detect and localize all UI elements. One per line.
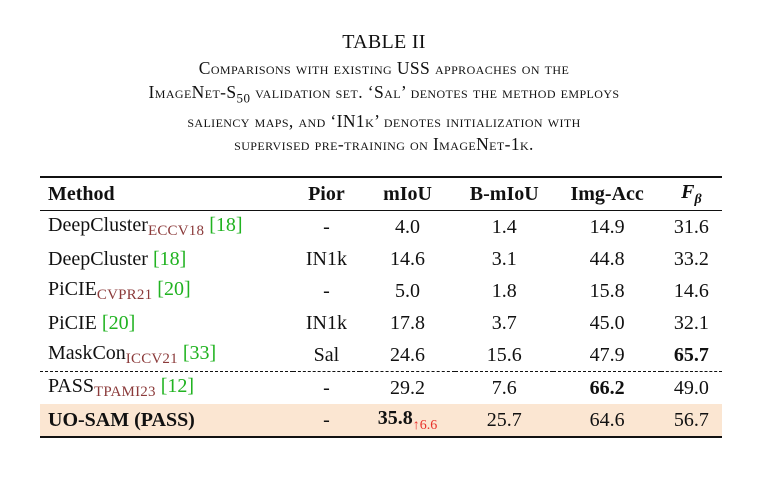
method-cell: DeepClusterECCV18 [18] <box>40 211 293 244</box>
bmiou-cell: 3.1 <box>491 247 517 270</box>
miou-value: 35.8 <box>377 406 413 429</box>
miou-cell: 29.2 <box>359 371 456 404</box>
header-f-sub: β <box>694 191 702 207</box>
table-row: UO-SAM (PASS) - 35.8↑6.6 25.7 64.6 56.7 <box>40 404 722 438</box>
pior-cell: - <box>292 371 360 404</box>
caption-line-2: ImageNet-S50 validation set. ‘Sal’ denot… <box>20 81 748 110</box>
pior-cell: IN1k <box>305 311 347 334</box>
method-cell: UO-SAM (PASS) <box>40 404 293 438</box>
bmiou-cell: 1.4 <box>491 215 517 238</box>
bmiou-cell: 3.7 <box>491 311 517 334</box>
img-acc-cell: 64.6 <box>553 404 661 438</box>
header-pior: Pior <box>292 176 360 211</box>
f-beta-cell: 14.6 <box>673 279 709 302</box>
pior-cell: Sal <box>313 343 340 366</box>
caption-line-2-suffix: validation set. ‘Sal’ denotes the method… <box>250 81 620 102</box>
pior-cell: IN1k <box>305 247 347 270</box>
method-name: PiCIE <box>48 311 97 334</box>
img-acc-cell: 15.8 <box>589 279 625 302</box>
table-row: DeepCluster [18] IN1k 14.6 3.1 44.8 33.2 <box>40 243 722 275</box>
method-name: DeepCluster <box>48 214 148 236</box>
caption-line-4: supervised pre-training on ImageNet-1k. <box>234 134 534 154</box>
method-ref: [18] <box>209 214 243 236</box>
method-name: MaskCon <box>48 342 126 364</box>
method-cell: MaskConICCV21 [33] <box>40 339 293 372</box>
header-img-acc: Img-Acc <box>553 176 661 211</box>
pior-cell: - <box>323 215 330 238</box>
method-ref: [20] <box>157 278 191 300</box>
header-method: Method <box>40 176 293 211</box>
miou-cell: 24.6 <box>390 343 425 366</box>
miou-cell: 14.6 <box>390 247 425 270</box>
method-venue: ECCV18 <box>147 223 205 239</box>
method-cell: DeepCluster [18] <box>40 243 293 275</box>
miou-cell: 5.0 <box>395 279 420 302</box>
method-ref: [20] <box>101 311 136 334</box>
table-row: PiCIE [20] IN1k 17.8 3.7 45.0 32.1 <box>40 307 722 339</box>
method-venue: CVPR21 <box>96 287 153 303</box>
img-acc-cell: 47.9 <box>589 343 625 366</box>
f-beta-cell: 49.0 <box>660 371 722 404</box>
f-beta-cell: 33.2 <box>673 247 709 270</box>
caption-line-3: saliency maps, and ‘IN1k’ denotes initia… <box>187 110 581 131</box>
bmiou-cell: 1.8 <box>491 279 517 302</box>
f-beta-cell: 56.7 <box>660 404 722 438</box>
img-acc-cell: 66.2 <box>553 371 661 404</box>
header-f-main: F <box>681 180 695 203</box>
img-acc-cell: 44.8 <box>589 247 625 270</box>
table-label: TABLE II <box>342 31 426 53</box>
method-name: PASS <box>48 375 94 397</box>
miou-cell: 35.8↑6.6 <box>359 404 456 438</box>
method-cell: PASSTPAMI23 [12] <box>40 371 293 404</box>
pior-cell: - <box>292 404 360 438</box>
header-f-beta: Fβ <box>660 176 722 211</box>
method-name: UO-SAM (PASS) <box>48 408 195 431</box>
table-row: MaskConICCV21 [33] Sal 24.6 15.6 47.9 65… <box>40 339 722 372</box>
img-acc-cell: 45.0 <box>589 311 625 334</box>
f-beta-cell: 65.7 <box>673 343 709 366</box>
bmiou-cell: 25.7 <box>455 404 554 438</box>
img-acc-cell: 14.9 <box>589 215 625 238</box>
caption-line-1: Comparisons with existing USS approaches… <box>198 58 570 78</box>
method-ref: [12] <box>160 375 195 397</box>
f-beta-cell: 31.6 <box>673 215 709 238</box>
method-ref: [18] <box>152 247 187 270</box>
method-venue: ICCV21 <box>125 351 178 367</box>
method-venue: TPAMI23 <box>93 384 156 400</box>
method-cell: PiCIECVPR21 [20] <box>40 275 293 307</box>
table-caption: Comparisons with existing USS approaches… <box>20 57 748 157</box>
method-name: PiCIE <box>48 278 97 300</box>
header-row: Method Pior mIoU B-mIoU Img-Acc Fβ <box>40 176 722 211</box>
header-bmiou: B-mIoU <box>455 176 554 211</box>
miou-cell: 4.0 <box>395 215 420 238</box>
miou-delta: ↑6.6 <box>412 417 438 433</box>
table-row: DeepClusterECCV18 [18] - 4.0 1.4 14.9 31… <box>40 211 722 244</box>
table-row: PiCIECVPR21 [20] - 5.0 1.8 15.8 14.6 <box>40 275 722 307</box>
results-table: Method Pior mIoU B-mIoU Img-Acc Fβ DeepC… <box>40 176 722 438</box>
pior-cell: - <box>323 279 330 302</box>
caption-line-2-subscript: 50 <box>236 90 251 105</box>
header-miou: mIoU <box>359 176 456 211</box>
table-row: PASSTPAMI23 [12] - 29.2 7.6 66.2 49.0 <box>40 371 722 404</box>
bmiou-cell: 7.6 <box>455 371 554 404</box>
bmiou-cell: 15.6 <box>486 343 522 366</box>
miou-cell: 17.8 <box>390 311 425 334</box>
f-beta-cell: 32.1 <box>673 311 709 334</box>
caption-line-2-prefix: ImageNet-S <box>148 81 237 102</box>
method-name: DeepCluster <box>48 247 148 270</box>
method-ref: [33] <box>182 342 217 364</box>
method-cell: PiCIE [20] <box>40 307 293 339</box>
